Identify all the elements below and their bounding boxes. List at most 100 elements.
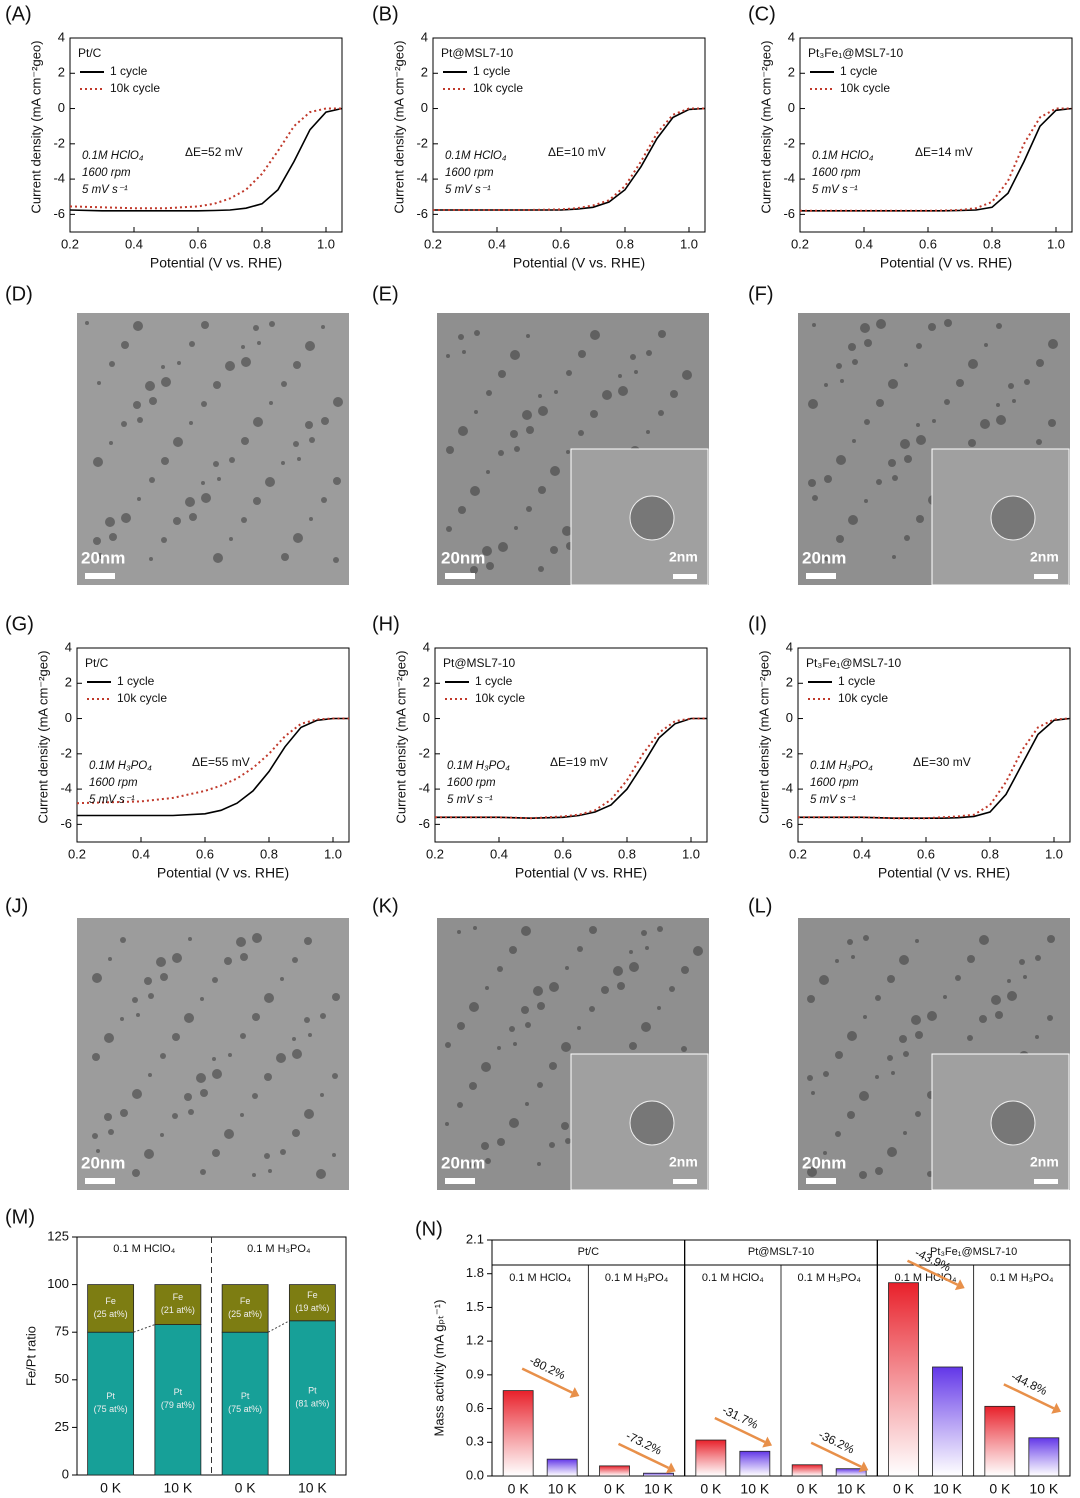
particle [646, 350, 652, 356]
particle [943, 995, 947, 999]
particle [97, 381, 101, 385]
particle [188, 1109, 194, 1115]
legend-label: 1 cycle [838, 674, 876, 688]
panel-label: (H) [372, 613, 400, 635]
particle [915, 1031, 923, 1039]
particle [120, 1017, 124, 1021]
particle [932, 419, 936, 423]
particle [280, 1149, 286, 1155]
particle [617, 982, 625, 990]
bar [791, 1464, 823, 1477]
segment-name: Fe [240, 1296, 251, 1306]
scale-bar [85, 1178, 115, 1184]
particle [565, 1138, 571, 1144]
particle [525, 1102, 529, 1106]
y-tick-label: 2.1 [466, 1231, 484, 1246]
legend-title: Pt₃Fe₁@MSL7-10 [806, 656, 901, 670]
particle [292, 1129, 300, 1137]
particle [864, 499, 868, 503]
particle [900, 439, 910, 449]
plot-frame [69, 37, 343, 233]
legend-label: 10k cycle [838, 691, 888, 705]
y-tick-label: -4 [781, 781, 793, 796]
x-tick-label: 0.2 [426, 846, 444, 861]
particle [184, 1013, 194, 1023]
y-axis-label: Mass activity (mA gₚₜ⁻¹) [431, 1300, 446, 1437]
particle [213, 553, 223, 563]
y-tick-label: 4 [65, 639, 72, 654]
bar-segment [87, 1284, 135, 1333]
particle [457, 1102, 463, 1108]
y-tick-label: -4 [53, 171, 65, 186]
particle [240, 953, 248, 961]
x-tick-label: 0 K [989, 1481, 1011, 1497]
particle [497, 1138, 505, 1146]
segment-name: Pt [308, 1385, 317, 1395]
particle [538, 486, 546, 494]
condition: 0.1M H₃PO₄ [810, 760, 873, 772]
particle [292, 1037, 296, 1041]
y-tick-label: 4 [788, 29, 795, 44]
particle [333, 557, 339, 563]
bar [643, 1472, 674, 1477]
particle [172, 1033, 180, 1041]
panel-label: (E) [372, 283, 399, 305]
particle [549, 982, 559, 992]
particle [498, 370, 506, 378]
particle [899, 955, 909, 965]
particle [281, 381, 287, 387]
particle [497, 966, 503, 972]
particle [646, 430, 650, 434]
subgroup-label: 0.1 M HClO₄ [509, 1272, 571, 1284]
particle [835, 1051, 843, 1059]
particle [486, 562, 494, 570]
inset-scale-bar-label: 2nm [669, 549, 698, 565]
plot-frame [797, 647, 1071, 843]
particle [132, 1089, 142, 1099]
particle [1019, 959, 1025, 965]
particle [332, 1073, 338, 1079]
particle [533, 986, 543, 996]
particle [265, 477, 275, 487]
particle [470, 486, 480, 496]
particle [875, 995, 881, 1001]
y-tick-label: -6 [60, 816, 72, 831]
panel-label: (C) [748, 3, 776, 25]
particle [185, 497, 195, 507]
particle [252, 1173, 256, 1177]
legend-label: 10k cycle [117, 691, 167, 705]
bar-segment [288, 1320, 336, 1476]
particle [132, 1169, 140, 1177]
particle [577, 946, 583, 952]
particle [1048, 339, 1058, 349]
particle [887, 975, 895, 983]
particle [240, 1033, 246, 1039]
x-tick-label: 0.4 [125, 236, 143, 251]
particle [264, 1153, 270, 1159]
particle [184, 1093, 192, 1101]
particle [264, 993, 274, 1003]
particle [577, 1026, 581, 1030]
particle [590, 330, 600, 340]
particle [276, 1053, 286, 1063]
particle [236, 937, 246, 947]
segment-value: (21 at%) [161, 1305, 195, 1315]
y-axis-label: Current density (mA cm⁻²geo) [756, 650, 771, 823]
legend-label: 1 cycle [110, 64, 148, 78]
particle [121, 513, 131, 523]
particle [808, 399, 818, 409]
particle [601, 986, 609, 994]
particle [241, 345, 245, 349]
particle [538, 566, 544, 572]
particle [566, 450, 570, 454]
particle [681, 966, 689, 974]
y-tick-label: 0 [65, 710, 72, 725]
particle [526, 506, 532, 512]
particle [104, 1033, 114, 1043]
particle [316, 1169, 326, 1179]
x-tick-label: 0.6 [554, 846, 572, 861]
particle [1048, 419, 1056, 427]
y-tick-label: 2 [58, 65, 65, 80]
particle [120, 1109, 128, 1117]
segment-value: (79 at%) [161, 1400, 195, 1410]
